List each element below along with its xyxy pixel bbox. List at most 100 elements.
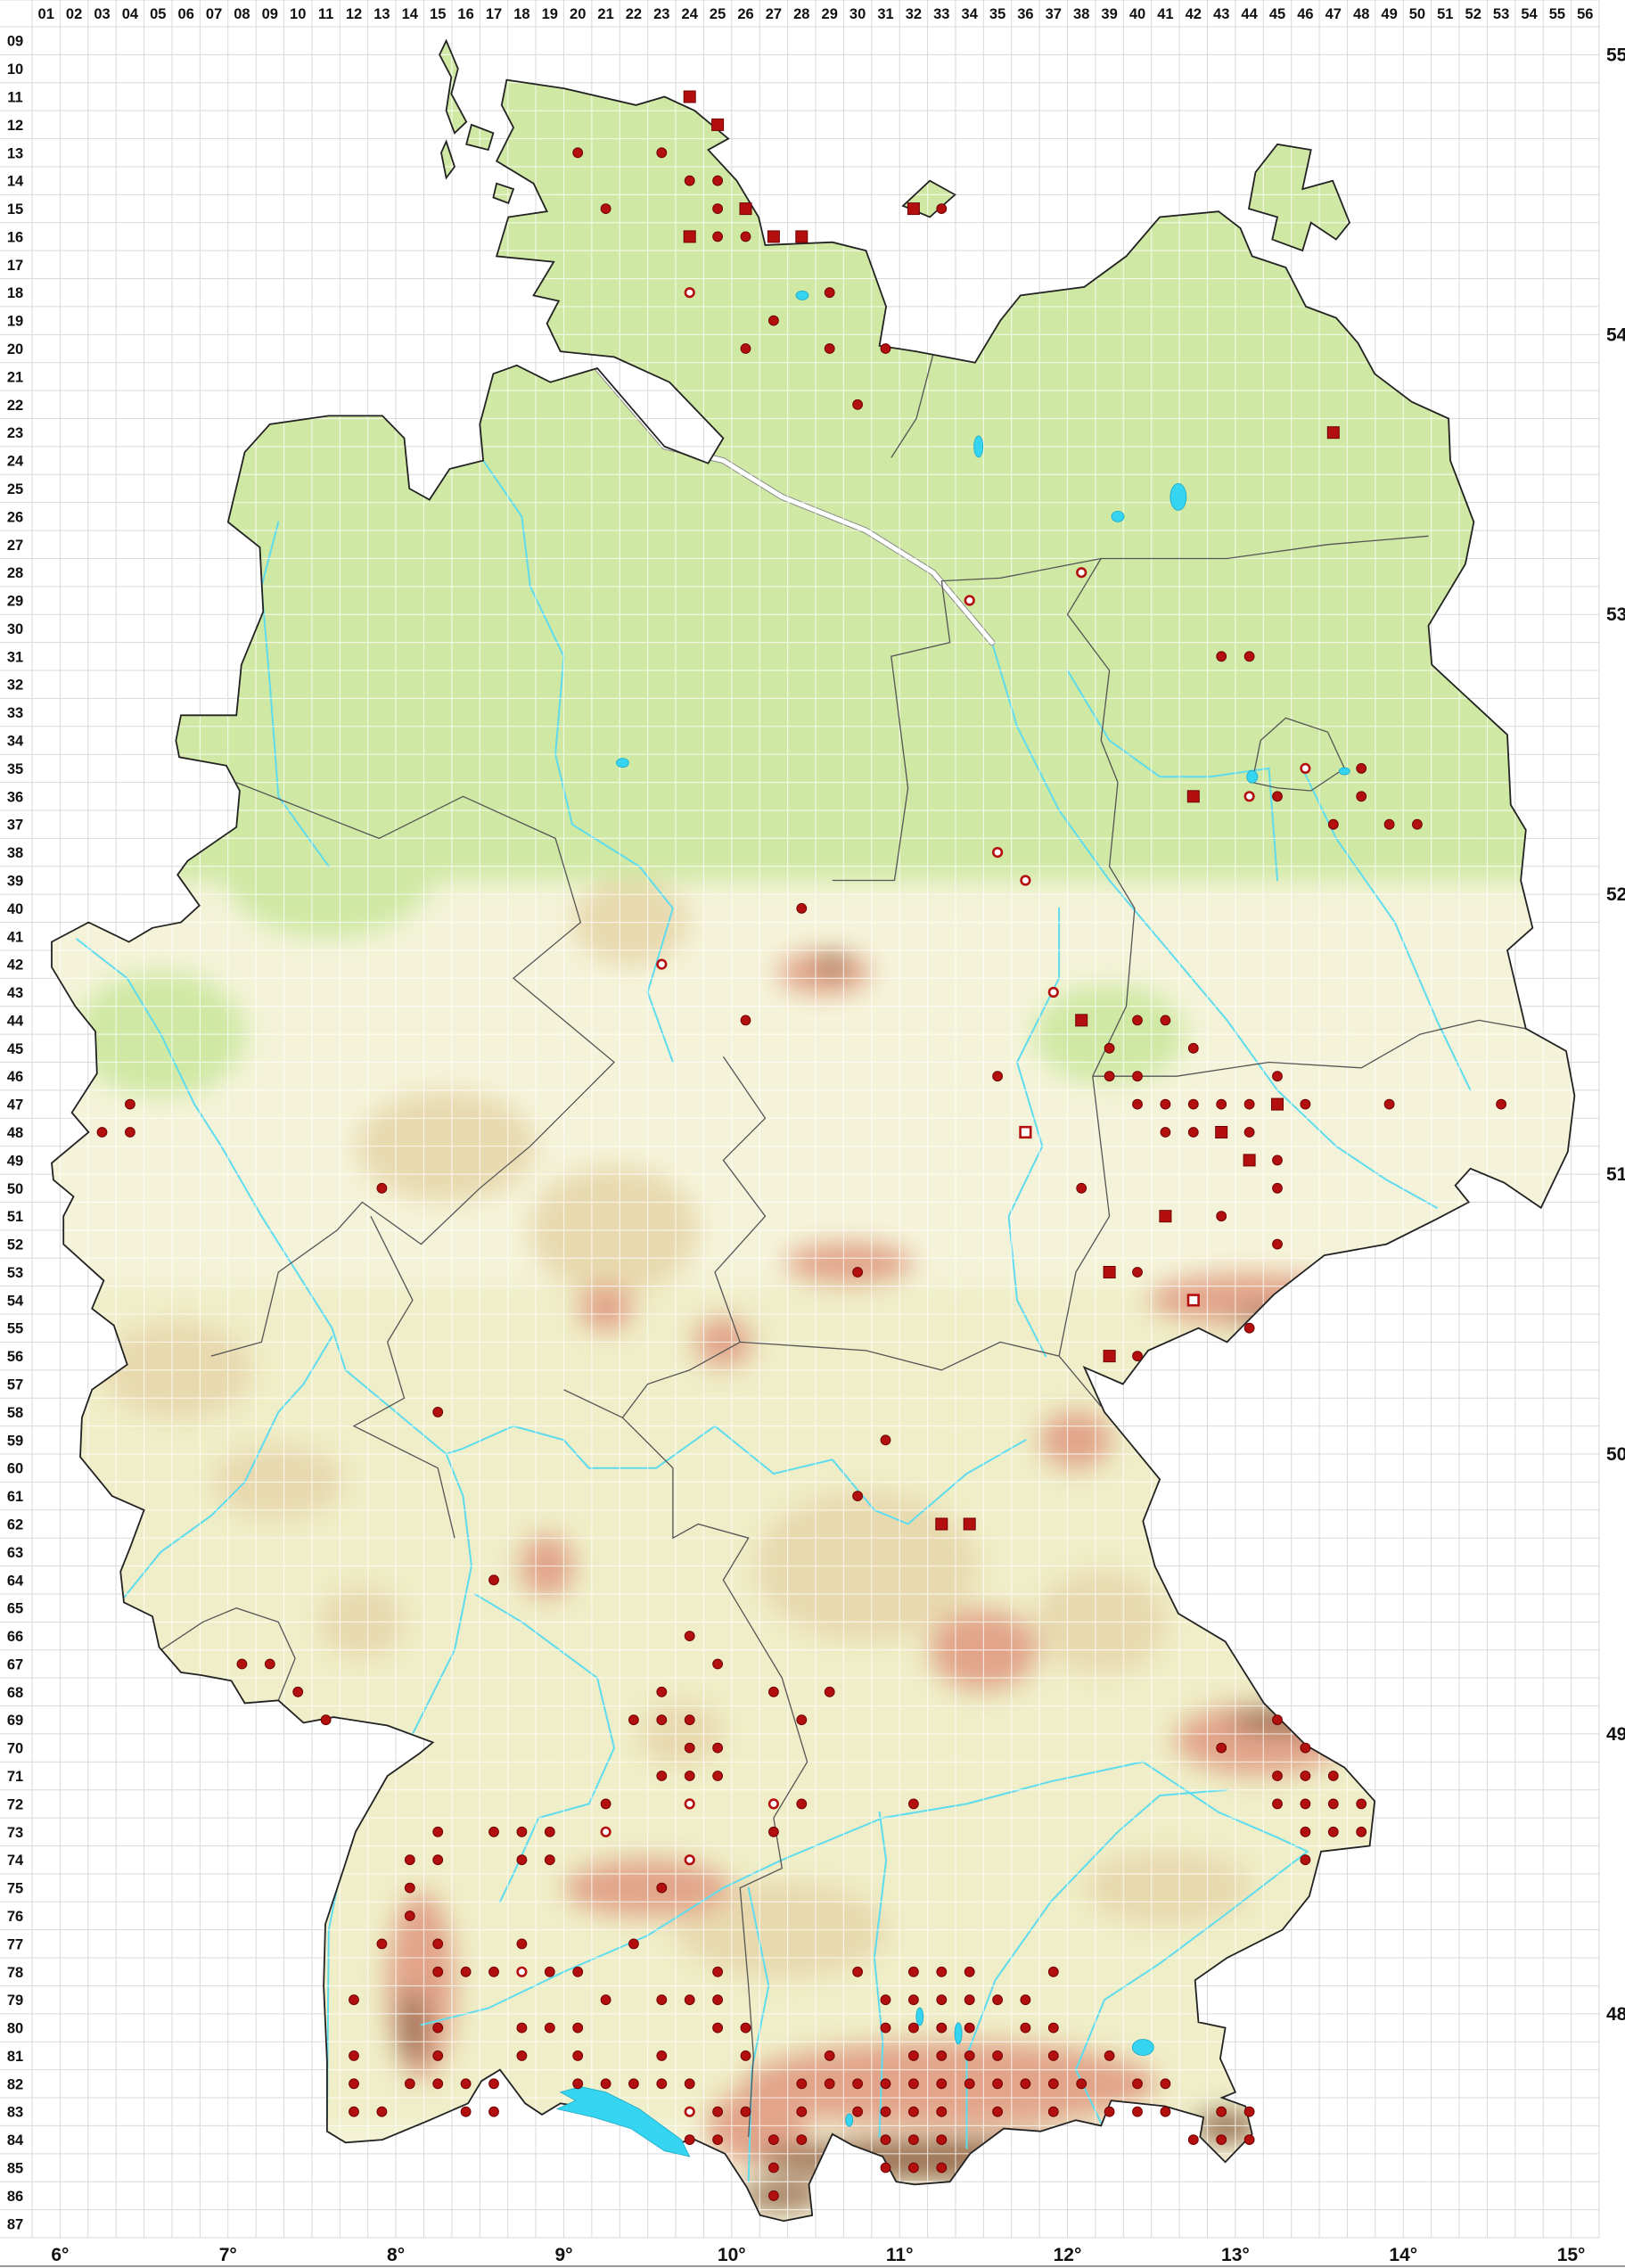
marker-filled-circle (880, 2078, 891, 2090)
col-label: 50 (1409, 6, 1425, 22)
marker-filled-circle (712, 175, 723, 186)
marker-filled-circle (936, 1966, 948, 1977)
state-border (1058, 1076, 1111, 1357)
marker-filled-circle (1104, 2106, 1115, 2117)
row-label: 58 (7, 1405, 23, 1421)
row-label: 73 (7, 1825, 23, 1841)
state-borders-layer (160, 354, 1526, 2138)
col-label: 03 (94, 6, 110, 22)
row-label: 39 (7, 874, 23, 890)
marker-filled-circle (852, 1491, 863, 1501)
row-label: 21 (7, 369, 23, 385)
marker-filled-circle (964, 1966, 975, 1977)
col-label: 35 (989, 6, 1005, 22)
marker-open-circle (991, 846, 1004, 859)
marker-filled-circle (964, 2050, 975, 2061)
marker-filled-circle (1243, 651, 1255, 662)
row-label: 41 (7, 929, 23, 945)
marker-filled-circle (740, 231, 751, 242)
col-label: 47 (1325, 6, 1342, 22)
marker-filled-circle (432, 1854, 444, 1866)
row-label: 45 (7, 1041, 23, 1057)
row-label: 74 (7, 1853, 24, 1869)
marker-filled-circle (824, 2078, 835, 2090)
marker-filled-circle (712, 1742, 723, 1754)
marker-filled-circle (1160, 1098, 1171, 1110)
marker-filled-circle (796, 2134, 808, 2146)
marker-filled-circle (349, 2106, 359, 2117)
col-label: 07 (206, 6, 222, 22)
marker-filled-circle (740, 343, 751, 354)
row-label: 86 (7, 2189, 23, 2205)
marker-filled-circle (1132, 2078, 1143, 2090)
marker-filled-circle (1160, 2106, 1171, 2117)
marker-filled-circle (712, 1994, 723, 2006)
marker-filled-circle (572, 147, 584, 159)
marker-filled-square (1075, 1014, 1088, 1027)
marker-filled-circle (824, 1686, 835, 1697)
marker-filled-circle (572, 2022, 584, 2034)
lake (845, 2113, 854, 2127)
marker-filled-circle (1187, 1042, 1199, 1054)
marker-filled-circle (404, 1911, 415, 1921)
col-label: 32 (906, 6, 922, 22)
longitude-label: 10° (718, 2245, 746, 2265)
col-label: 43 (1213, 6, 1229, 22)
col-label: 33 (933, 6, 949, 22)
col-label: 37 (1046, 6, 1062, 22)
row-label: 20 (7, 341, 23, 357)
marker-filled-circle (460, 2078, 472, 2090)
col-label: 52 (1465, 6, 1481, 22)
marker-filled-circle (264, 1658, 275, 1670)
marker-filled-circle (320, 1714, 332, 1726)
row-label: 70 (7, 1741, 23, 1757)
marker-filled-circle (1132, 1098, 1143, 1110)
marker-filled-circle (824, 287, 835, 299)
lake (954, 2022, 963, 2045)
marker-filled-circle (1300, 1854, 1311, 1866)
lake-bodensee (555, 2086, 691, 2157)
row-label: 36 (7, 789, 23, 805)
row-label: 68 (7, 1685, 23, 1701)
marker-filled-circle (1216, 651, 1227, 662)
marker-filled-circle (852, 1966, 863, 1977)
col-label: 31 (877, 6, 893, 22)
marker-filled-circle (572, 1966, 584, 1977)
marker-filled-circle (740, 2022, 751, 2034)
marker-filled-circle (1272, 1798, 1283, 1810)
row-label: 34 (7, 734, 24, 750)
longitude-label: 9° (554, 2245, 572, 2265)
marker-filled-circle (292, 1686, 304, 1697)
marker-filled-square (683, 230, 696, 243)
row-label: 17 (7, 258, 23, 274)
marker-filled-circle (684, 1771, 695, 1781)
marker-filled-circle (936, 1994, 948, 2006)
marker-filled-circle (684, 1994, 695, 2006)
marker-filled-circle (712, 2106, 723, 2117)
marker-filled-circle (1187, 2134, 1199, 2146)
marker-filled-circle (852, 2106, 863, 2117)
marker-open-circle (684, 1798, 695, 1810)
marker-filled-circle (1356, 763, 1367, 774)
state-border (1092, 1019, 1526, 1077)
marker-filled-circle (852, 2078, 863, 2090)
marker-filled-circle (936, 2022, 948, 2034)
row-label: 60 (7, 1461, 23, 1477)
marker-filled-circle (628, 2078, 639, 2090)
col-label: 41 (1157, 6, 1173, 22)
marker-filled-circle (1160, 2078, 1171, 2090)
marker-filled-circle (656, 2078, 668, 2090)
latitude-label: 49° (1606, 1724, 1625, 1745)
row-label: 37 (7, 818, 23, 834)
col-label: 28 (793, 6, 809, 22)
marker-filled-circle (1243, 2106, 1255, 2117)
highland-red-blob (577, 1284, 635, 1333)
state-border (832, 580, 951, 882)
state-border (160, 1607, 296, 1701)
col-label: 23 (653, 6, 669, 22)
row-label: 69 (7, 1713, 23, 1729)
marker-filled-circle (516, 1938, 528, 1950)
marker-filled-circle (936, 2106, 948, 2117)
grid-labels: 01 02 03 04 05 06 07 08 09 10 11 12 13 14 15 16 17 18 19 20… (7, 6, 1625, 2265)
col-label: 40 (1129, 6, 1145, 22)
